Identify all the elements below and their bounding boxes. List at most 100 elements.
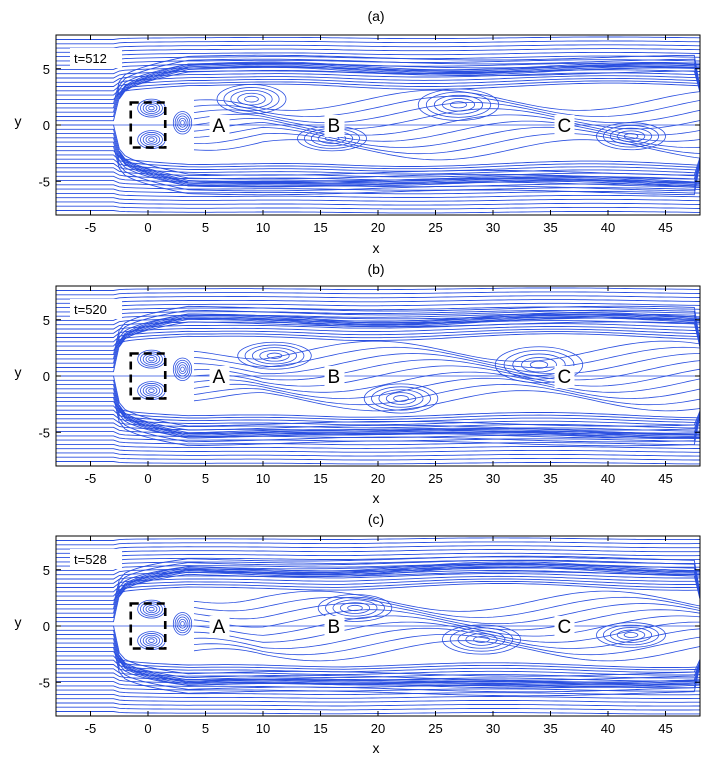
streamline: [56, 552, 700, 559]
time-label-text: t=512: [74, 51, 107, 66]
wake-streamline: [193, 621, 700, 643]
streamline: [56, 570, 700, 580]
streamline: [56, 163, 700, 175]
shear-layer-line: [118, 64, 700, 97]
shear-layer-line: [118, 404, 700, 434]
streamline: [56, 578, 700, 593]
wake-streamline: [193, 377, 700, 399]
y-tick-label: -5: [38, 675, 50, 690]
point-label-a: A: [209, 366, 230, 388]
wake-streamline: [194, 132, 700, 155]
vortex-loop: [148, 388, 155, 393]
body-box: [129, 101, 167, 149]
x-tick-label: 0: [144, 220, 151, 235]
streamline: [56, 154, 700, 170]
time-label: t=512: [70, 48, 122, 68]
streamline: [56, 331, 700, 347]
point-label-text: C: [558, 367, 572, 388]
point-label-c: C: [554, 115, 575, 137]
vortex-loop: [603, 624, 660, 646]
vortex-loop: [441, 98, 475, 112]
streamline: [56, 646, 700, 697]
x-tick-label: 30: [486, 471, 500, 486]
point-label-b: B: [324, 115, 345, 137]
wake-streamline: [193, 590, 700, 612]
streamline: [56, 40, 700, 45]
streamline: [56, 448, 700, 453]
x-tick-label: 25: [428, 471, 442, 486]
streamline: [56, 545, 700, 550]
shear-layer-line: [118, 313, 700, 343]
shear-layer-line: [118, 565, 700, 596]
x-tick-label: 45: [658, 721, 672, 736]
body-box: [129, 352, 167, 400]
shear-layer-line: [118, 65, 700, 98]
point-label-c: C: [554, 366, 575, 388]
x-tick-label: 35: [543, 220, 557, 235]
vortex-loop: [176, 115, 189, 130]
streamline: [56, 659, 700, 673]
streamline: [56, 75, 700, 87]
vortex-loop: [347, 604, 363, 612]
streamline: [56, 664, 700, 676]
shear-layer-line: [118, 61, 700, 94]
shear-layer-line: [118, 561, 700, 592]
streamline: [56, 583, 700, 601]
vortex-loop: [178, 618, 187, 629]
x-axis-label: x: [373, 240, 380, 256]
streamline: [56, 124, 700, 176]
shear-layer-line: [118, 152, 700, 184]
vortex-loop: [176, 616, 189, 631]
vortex-loop: [148, 638, 155, 643]
wake-streamline: [193, 114, 700, 136]
shear-layer-line: [118, 656, 700, 684]
streamline: [56, 698, 700, 703]
x-axis-label: x: [373, 740, 380, 756]
point-label-a: A: [209, 616, 230, 638]
point-label-b: B: [324, 616, 345, 638]
x-tick-label: 40: [601, 220, 615, 235]
x-tick-label: 10: [256, 721, 270, 736]
streamline: [56, 625, 700, 677]
x-tick-label: 0: [144, 471, 151, 486]
vortex-loop: [378, 389, 424, 408]
x-tick-label: -5: [85, 220, 97, 235]
x-tick-label: 5: [202, 471, 209, 486]
vortex-loop: [609, 627, 653, 643]
vortex-loop: [503, 349, 575, 380]
vortex-loop: [142, 634, 161, 647]
vortex-loop: [137, 631, 166, 651]
x-tick-label: 45: [658, 220, 672, 235]
y-tick-label: 0: [43, 118, 50, 133]
wake-streamline: [193, 609, 700, 631]
streamline: [56, 77, 700, 92]
vortex-loop: [172, 612, 193, 636]
shear-layer-line: [118, 659, 700, 687]
shear-layer-line: [118, 150, 700, 183]
shear-layer-line: [118, 407, 700, 437]
streamline: [56, 452, 700, 457]
x-tick-label: 40: [601, 721, 615, 736]
shear-layer-line: [118, 406, 700, 436]
vortex-loop: [172, 111, 193, 135]
vortex-loop: [385, 392, 417, 405]
y-tick-label: 0: [43, 619, 50, 634]
vortex-loop: [180, 621, 185, 627]
streamline: [56, 556, 700, 563]
vortex-loop: [266, 352, 283, 359]
vortex-loop: [180, 366, 185, 372]
x-tick-label: 10: [256, 220, 270, 235]
streamline: [56, 59, 700, 66]
shear-layer-line: [118, 562, 700, 593]
x-tick-label: 45: [658, 471, 672, 486]
vortex-loop: [425, 91, 492, 118]
x-tick-label: 40: [601, 471, 615, 486]
shear-layer-line: [118, 154, 700, 187]
streamline: [56, 55, 700, 62]
panel-title: (c): [368, 511, 384, 527]
x-tick-label: 5: [202, 721, 209, 736]
wake-streamline: [193, 89, 700, 111]
